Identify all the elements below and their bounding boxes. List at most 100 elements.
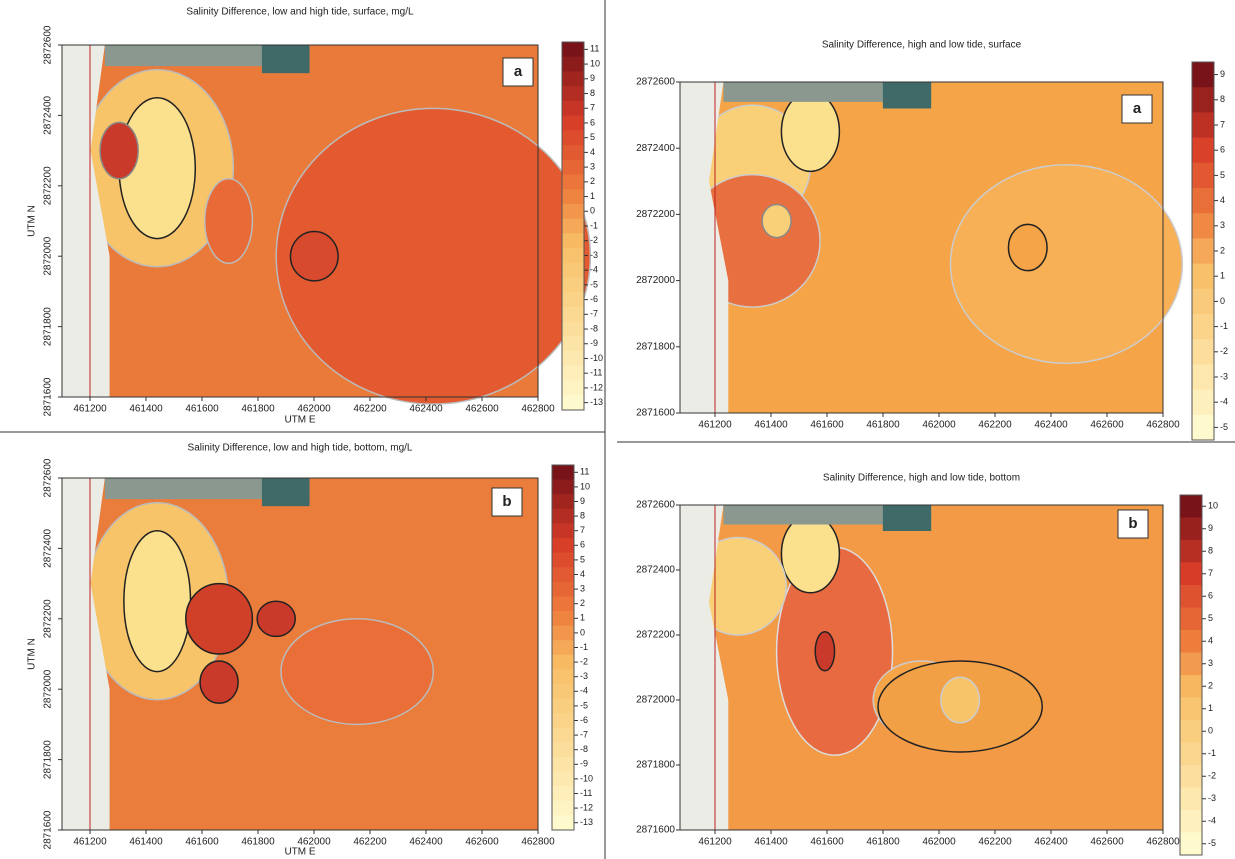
colorbar-tick-label: -3 <box>580 671 588 681</box>
colorbar-tick-label: -4 <box>590 265 598 275</box>
chart-title: Salinity Difference, high and low tide, … <box>822 40 1022 51</box>
colorbar-tick-label: 3 <box>1220 220 1225 230</box>
colorbar-tick-label: 9 <box>580 496 585 506</box>
colorbar-tick-label: 4 <box>1208 636 1213 646</box>
x-tick-label: 462800 <box>1146 420 1180 431</box>
colorbar-band <box>552 625 574 641</box>
colorbar-band <box>1180 495 1202 518</box>
colorbar-tick-label: 3 <box>580 583 585 593</box>
colorbar-tick-label: 8 <box>1208 546 1213 556</box>
x-axis-label: UTM E <box>284 847 315 858</box>
colorbar-tick-label: 6 <box>590 117 595 127</box>
x-tick-label: 462200 <box>978 420 1012 431</box>
x-tick-label: 461800 <box>866 837 900 848</box>
y-tick-label: 2872000 <box>636 695 675 706</box>
colorbar-tick-label: 10 <box>1208 501 1218 511</box>
colorbar-tick-label: 0 <box>1220 296 1225 306</box>
colorbar-tick-label: -8 <box>580 744 588 754</box>
colorbar-band <box>1180 517 1202 541</box>
colorbar-band <box>1180 562 1202 586</box>
coastline <box>62 478 110 830</box>
colorbar-tick-label: -11 <box>580 788 592 798</box>
contour-region <box>814 631 836 672</box>
panel-label-box <box>1117 509 1149 539</box>
contour-region <box>1007 223 1048 272</box>
y-tick-label: 2872200 <box>636 209 675 220</box>
y-tick-label: 2871800 <box>636 760 675 771</box>
y-tick-label: 2872400 <box>636 143 675 154</box>
colorbar-tick-label: 5 <box>580 554 585 564</box>
colorbar-tick-label: 10 <box>580 481 590 491</box>
colorbar-tick-label: -2 <box>590 235 598 245</box>
x-tick-label: 461600 <box>810 837 844 848</box>
chart-title: Salinity Difference, low and high tide, … <box>186 7 414 18</box>
colorbar-band <box>1180 720 1202 743</box>
colorbar-band <box>562 365 584 382</box>
y-tick-label: 2871600 <box>43 810 54 849</box>
colorbar-band <box>562 86 584 102</box>
colorbar-tick-label: 5 <box>590 132 595 142</box>
colorbar-band <box>552 640 574 656</box>
colorbar-band <box>562 292 584 308</box>
x-tick-label: 461400 <box>129 837 163 848</box>
colorbar-tick-label: -2 <box>580 656 588 666</box>
colorbar-band <box>562 218 584 234</box>
contour-region <box>123 530 192 673</box>
y-tick-label: 2872000 <box>636 275 675 286</box>
x-tick-label: 462600 <box>1090 837 1124 848</box>
colorbar-tick-label: -5 <box>1208 838 1216 848</box>
colorbar-band <box>562 100 584 117</box>
x-tick-label: 462200 <box>978 837 1012 848</box>
colorbar-tick-label: 5 <box>1208 613 1213 623</box>
colorbar-band <box>552 669 574 685</box>
colorbar-tick-label: -6 <box>590 294 598 304</box>
harbor-basin <box>882 505 932 531</box>
colorbar-band <box>562 380 584 396</box>
colorbar-band <box>1180 607 1202 631</box>
colorbar-tick-label: -10 <box>590 353 603 363</box>
harbor-basin <box>261 45 310 74</box>
colorbar-band <box>1192 414 1214 441</box>
colorbar-band <box>552 508 574 524</box>
colorbar-tick-label: -2 <box>1208 771 1216 781</box>
contour-region <box>761 203 792 239</box>
colorbar-band <box>562 321 584 337</box>
colorbar-band <box>1192 389 1214 416</box>
colorbar-band <box>1180 810 1202 833</box>
colorbar-band <box>562 42 584 58</box>
contour-region <box>256 600 296 638</box>
colorbar-band <box>552 552 574 568</box>
x-tick-label: 462400 <box>409 404 443 415</box>
colorbar-tick-label: 9 <box>1208 523 1213 533</box>
colorbar-tick-label: -7 <box>590 309 598 319</box>
x-tick-label: 462000 <box>297 404 331 415</box>
colorbar-band <box>1192 112 1214 139</box>
colorbar-frame <box>1179 494 1203 856</box>
colorbar-tick-label: -4 <box>1208 816 1216 826</box>
harbor <box>723 505 932 525</box>
colorbar-band <box>562 115 584 131</box>
colorbar-band <box>562 306 584 323</box>
y-tick-label: 2872400 <box>636 565 675 576</box>
colorbar-band <box>552 479 574 495</box>
x-tick-label: 462200 <box>353 404 387 415</box>
colorbar-band <box>562 262 584 279</box>
colorbar-band <box>552 815 574 831</box>
panel-label-box <box>1121 94 1153 124</box>
colorbar-tick-label: 2 <box>1208 681 1213 691</box>
colorbar-band <box>562 130 584 146</box>
x-tick-label: 461200 <box>698 837 732 848</box>
chart-title: Salinity Difference, high and low tide, … <box>823 473 1020 484</box>
colorbar-band <box>562 189 584 205</box>
colorbar-tick-label: 0 <box>1208 726 1213 736</box>
colorbar-band <box>1180 697 1202 721</box>
colorbar-tick-label: 2 <box>590 176 595 186</box>
colorbar-tick-label: -1 <box>590 220 598 230</box>
panel-label: b <box>502 493 511 510</box>
colorbar-band <box>562 174 584 190</box>
y-tick-label: 2871600 <box>43 377 54 416</box>
colorbar-band <box>562 233 584 249</box>
contour-region <box>280 618 435 726</box>
colorbar-band <box>552 742 574 758</box>
plot-frame <box>679 81 1164 414</box>
